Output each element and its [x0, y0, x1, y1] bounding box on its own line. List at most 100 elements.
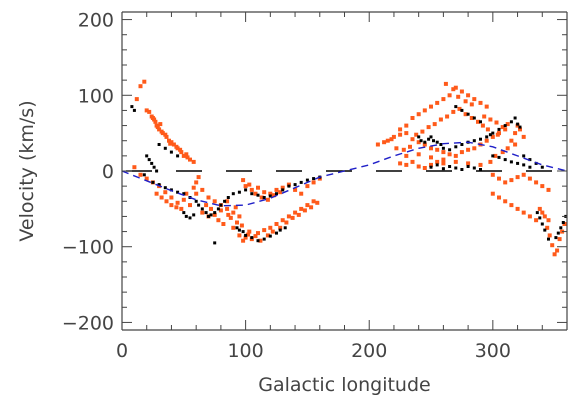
- orange-data-point: [147, 109, 152, 114]
- black-data-point: [540, 222, 544, 226]
- black-data-point: [497, 127, 501, 131]
- black-data-point: [448, 165, 452, 168]
- orange-data-point: [299, 206, 304, 211]
- black-data-point: [485, 135, 489, 139]
- orange-data-point: [249, 187, 254, 192]
- black-data-point: [454, 145, 458, 149]
- black-data-point: [472, 116, 476, 120]
- orange-data-point: [237, 233, 242, 238]
- black-data-point: [479, 120, 482, 124]
- orange-data-point: [163, 190, 168, 195]
- black-data-point: [528, 165, 532, 169]
- orange-data-point: [521, 172, 526, 177]
- orange-data-point: [494, 120, 499, 125]
- x-tick-label: 100: [227, 340, 263, 362]
- black-data-point: [157, 143, 161, 146]
- black-data-point: [278, 228, 282, 232]
- orange-data-point: [500, 125, 505, 130]
- black-data-point: [268, 234, 272, 238]
- black-data-point: [427, 137, 431, 141]
- orange-data-point: [443, 81, 448, 86]
- orange-data-point: [546, 218, 551, 223]
- orange-data-point: [302, 208, 307, 213]
- orange-data-point: [466, 147, 471, 152]
- black-data-point: [150, 161, 154, 165]
- orange-data-point: [416, 140, 421, 145]
- orange-data-point: [500, 150, 505, 155]
- orange-data-point: [453, 159, 458, 164]
- black-data-point: [281, 188, 285, 192]
- orange-data-point: [278, 225, 283, 230]
- orange-data-point: [293, 187, 298, 192]
- black-data-point: [479, 168, 482, 171]
- black-data-point: [454, 166, 458, 170]
- orange-data-point: [179, 206, 184, 211]
- orange-data-point: [134, 97, 139, 102]
- black-data-point: [561, 221, 565, 224]
- orange-data-point: [435, 100, 440, 105]
- black-data-point: [554, 236, 558, 240]
- orange-data-point: [243, 235, 248, 240]
- orange-data-point: [435, 147, 440, 152]
- y-tick-label: 100: [78, 85, 114, 107]
- orange-data-point: [233, 205, 238, 210]
- model-curve: [121, 141, 568, 207]
- orange-data-point: [429, 146, 433, 151]
- orange-data-point: [216, 218, 221, 223]
- orange-data-point: [410, 137, 415, 142]
- orange-data-point: [280, 218, 285, 223]
- black-data-point: [432, 139, 435, 143]
- orange-data-point: [158, 122, 163, 127]
- orange-data-point: [270, 229, 275, 234]
- orange-data-point: [540, 210, 545, 215]
- orange-data-point: [527, 214, 532, 219]
- orange-data-point: [480, 123, 485, 128]
- orange-data-point: [159, 129, 164, 134]
- orange-data-point: [185, 155, 190, 160]
- black-data-point: [130, 105, 134, 109]
- orange-data-point: [280, 185, 285, 190]
- black-data-point: [244, 233, 248, 237]
- orange-data-point: [149, 114, 154, 119]
- orange-data-point: [441, 157, 446, 162]
- orange-data-point: [157, 127, 162, 132]
- black-data-point: [275, 231, 278, 235]
- orange-data-point: [404, 123, 409, 128]
- orange-data-point: [451, 109, 456, 114]
- orange-data-point: [169, 195, 174, 200]
- orange-data-point: [296, 212, 301, 217]
- orange-data-point: [447, 152, 452, 157]
- black-data-point: [488, 133, 492, 137]
- black-data-point: [479, 137, 482, 141]
- black-data-point: [197, 203, 201, 207]
- black-data-point: [472, 139, 476, 143]
- orange-data-point: [435, 159, 440, 164]
- orange-data-point: [485, 127, 490, 132]
- orange-data-point: [490, 191, 495, 196]
- black-data-point: [262, 237, 266, 241]
- black-data-point: [155, 169, 159, 173]
- orange-data-point: [420, 129, 425, 134]
- black-data-point: [503, 124, 507, 128]
- black-data-point: [142, 173, 146, 177]
- black-data-point: [540, 165, 544, 169]
- orange-data-point: [247, 229, 252, 234]
- orange-data-point: [404, 131, 409, 136]
- black-data-point: [423, 140, 427, 144]
- orange-data-point: [398, 127, 403, 132]
- black-data-point: [429, 165, 433, 169]
- orange-data-point: [167, 138, 171, 143]
- orange-data-point: [509, 138, 514, 143]
- orange-data-point: [459, 89, 464, 94]
- orange-data-point: [247, 182, 252, 187]
- black-data-point: [262, 196, 266, 199]
- black-data-point: [534, 161, 538, 165]
- orange-data-point: [459, 150, 464, 155]
- orange-data-point: [490, 172, 495, 177]
- orange-data-point: [305, 184, 310, 189]
- orange-data-point: [441, 150, 446, 155]
- black-data-point: [448, 148, 452, 152]
- orange-data-point: [546, 187, 551, 192]
- y-tick-label: −100: [62, 237, 114, 259]
